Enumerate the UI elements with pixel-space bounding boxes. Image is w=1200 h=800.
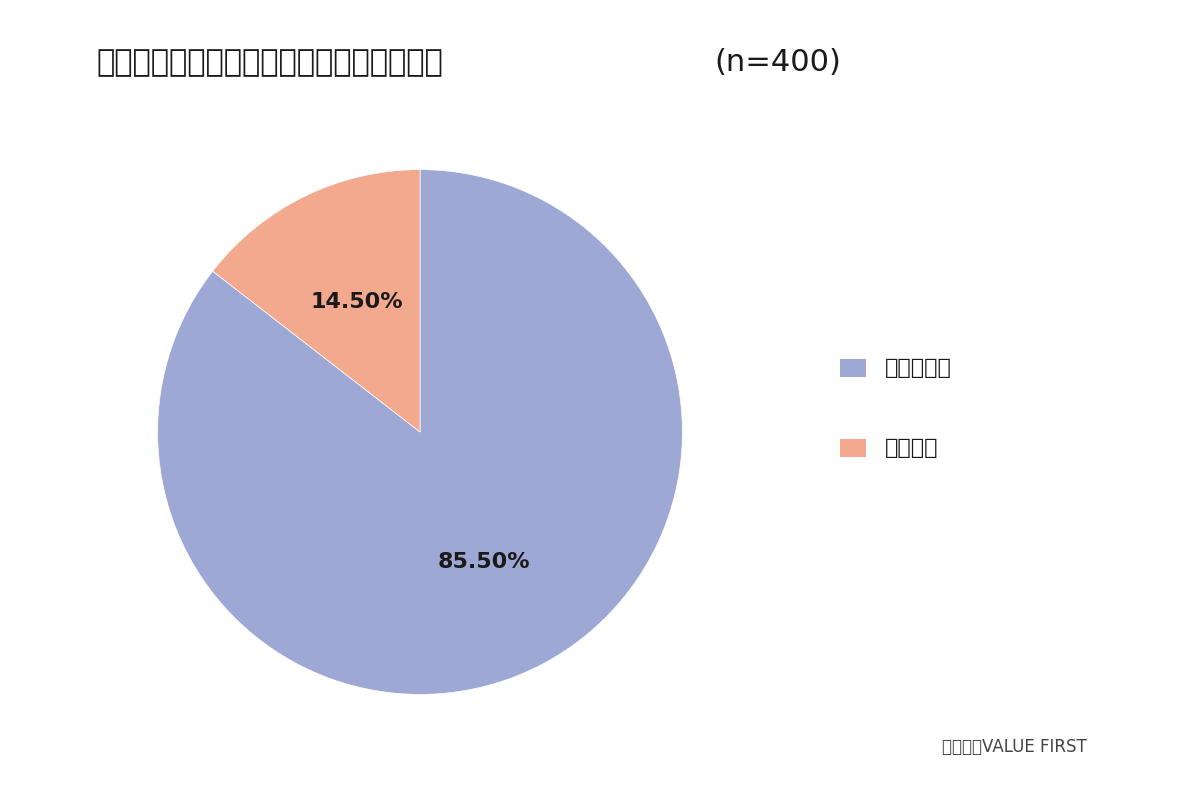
Text: 知らない: 知らない	[884, 438, 938, 458]
Text: (n=400): (n=400)	[714, 48, 841, 77]
Text: 株式会社VALUE FIRST: 株式会社VALUE FIRST	[942, 738, 1087, 756]
Wedge shape	[212, 170, 420, 432]
Text: 知っている: 知っている	[884, 358, 952, 378]
Text: 85.50%: 85.50%	[437, 552, 530, 572]
Wedge shape	[157, 170, 683, 694]
Text: 定額減税が実施されたことを知っているか: 定額減税が実施されたことを知っているか	[96, 48, 443, 77]
Text: 14.50%: 14.50%	[310, 292, 403, 312]
